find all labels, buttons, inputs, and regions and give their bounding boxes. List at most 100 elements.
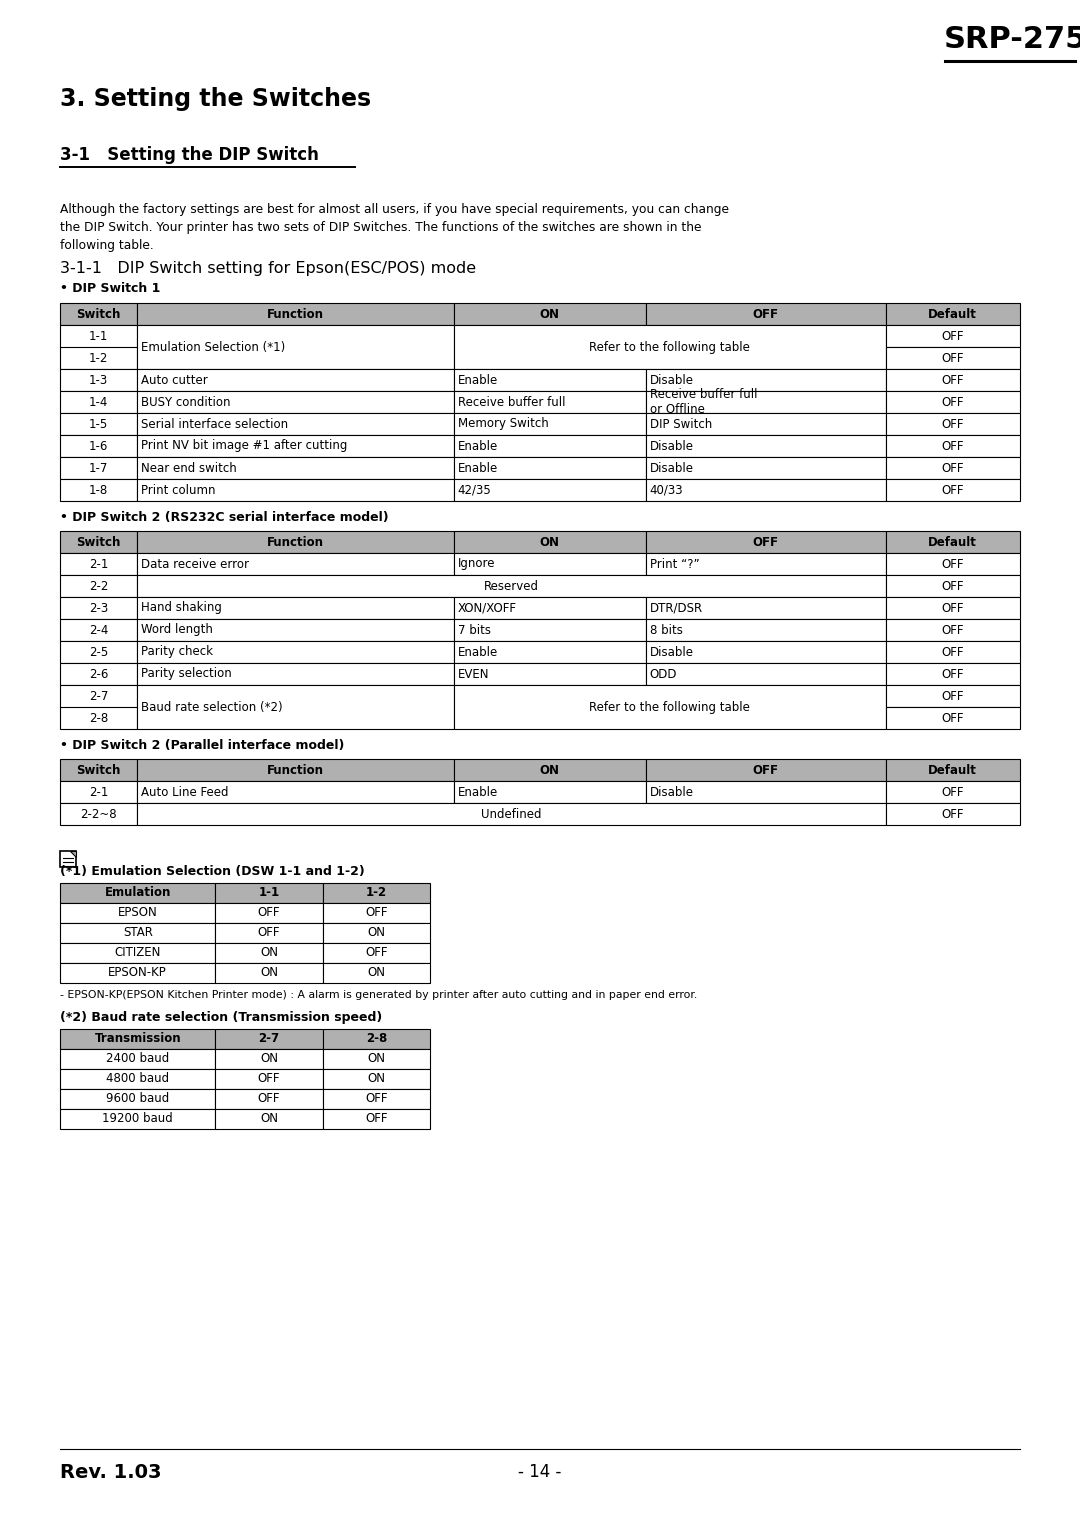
Bar [886, 553, 1020, 576]
Bar [137, 803, 886, 825]
Text: • DIP Switch 1: • DIP Switch 1 [60, 282, 160, 296]
Text: OFF: OFF [365, 947, 388, 959]
Bar [886, 759, 1020, 780]
Text: Reserved: Reserved [484, 580, 539, 592]
Text: OFF: OFF [942, 712, 964, 724]
Polygon shape [70, 851, 76, 857]
Text: OFF: OFF [942, 646, 964, 658]
Text: • DIP Switch 2 (RS232C serial interface model): • DIP Switch 2 (RS232C serial interface … [60, 510, 389, 524]
Text: Receive buffer full: Receive buffer full [458, 395, 565, 409]
Bar [60, 686, 137, 728]
Text: 1-8: 1-8 [89, 484, 108, 496]
Bar [886, 412, 1020, 435]
Text: Enable: Enable [458, 646, 498, 658]
Text: Print column: Print column [140, 484, 215, 496]
Text: Default: Default [929, 764, 977, 777]
Bar [886, 325, 1020, 347]
Bar [646, 759, 886, 780]
Text: (*1) Emulation Selection (DSW 1-1 and 1-2): (*1) Emulation Selection (DSW 1-1 and 1-… [60, 864, 365, 878]
Text: 1-5: 1-5 [89, 417, 108, 431]
Bar [886, 457, 1020, 479]
Text: 4800 baud: 4800 baud [106, 1072, 170, 1086]
Bar [886, 780, 1020, 803]
Bar [137, 576, 886, 597]
Text: OFF: OFF [258, 927, 281, 939]
Bar [646, 391, 886, 412]
Text: Near end switch: Near end switch [140, 461, 237, 475]
Bar [215, 1029, 323, 1049]
Text: OFF: OFF [942, 690, 964, 702]
Text: OFF: OFF [942, 667, 964, 681]
Text: Function: Function [267, 536, 324, 548]
Bar [646, 531, 886, 553]
Bar [886, 370, 1020, 391]
Text: Print NV bit image #1 after cutting: Print NV bit image #1 after cutting [140, 440, 347, 452]
Bar [215, 1109, 323, 1128]
Text: EPSON: EPSON [118, 907, 158, 919]
Bar [137, 686, 454, 728]
Bar [60, 370, 137, 391]
Text: • DIP Switch 2 (Parallel interface model): • DIP Switch 2 (Parallel interface model… [60, 739, 345, 751]
Text: ODD: ODD [649, 667, 677, 681]
Text: - EPSON-KP(EPSON Kitchen Printer mode) : A alarm is generated by printer after a: - EPSON-KP(EPSON Kitchen Printer mode) :… [60, 989, 698, 1000]
Bar [454, 759, 646, 780]
Bar [646, 780, 886, 803]
Bar [215, 1069, 323, 1089]
Text: (*2) Baud rate selection (Transmission speed): (*2) Baud rate selection (Transmission s… [60, 1011, 382, 1023]
Bar [60, 922, 215, 944]
Text: Function: Function [267, 307, 324, 321]
Bar [137, 759, 454, 780]
Text: ON: ON [260, 1113, 278, 1125]
Text: Transmission: Transmission [94, 1032, 181, 1046]
Text: 2-6: 2-6 [89, 667, 108, 681]
Bar [886, 479, 1020, 501]
Bar [454, 391, 646, 412]
Bar [454, 412, 646, 435]
Text: Data receive error: Data receive error [140, 557, 248, 571]
Text: DTR/DSR: DTR/DSR [649, 602, 703, 614]
Text: OFF: OFF [942, 417, 964, 431]
Text: Hand shaking: Hand shaking [140, 602, 221, 614]
Text: Parity check: Parity check [140, 646, 213, 658]
Bar [137, 370, 454, 391]
Text: ON: ON [540, 307, 559, 321]
Bar [323, 1069, 430, 1089]
Text: ON: ON [367, 967, 386, 979]
Bar [137, 618, 454, 641]
Text: OFF: OFF [258, 907, 281, 919]
Text: 2-7: 2-7 [89, 690, 108, 702]
Text: 1-3: 1-3 [89, 374, 108, 386]
Text: 2-2: 2-2 [89, 580, 108, 592]
Text: following table.: following table. [60, 238, 153, 252]
Bar [60, 1069, 215, 1089]
Bar [60, 553, 137, 576]
Text: Rev. 1.03: Rev. 1.03 [60, 1463, 162, 1481]
Text: 1-1: 1-1 [89, 330, 108, 342]
Bar [60, 851, 76, 867]
Text: OFF: OFF [942, 440, 964, 452]
Text: Ignore: Ignore [458, 557, 495, 571]
Bar [886, 391, 1020, 412]
Text: 40/33: 40/33 [649, 484, 684, 496]
Text: OFF: OFF [365, 1092, 388, 1106]
Bar [60, 663, 137, 686]
Text: Emulation: Emulation [105, 887, 171, 899]
Bar [60, 618, 137, 641]
Text: Switch: Switch [77, 764, 121, 777]
Bar [137, 457, 454, 479]
Text: Serial interface selection: Serial interface selection [140, 417, 288, 431]
Bar [60, 1109, 215, 1128]
Text: BUSY condition: BUSY condition [140, 395, 230, 409]
Text: OFF: OFF [942, 580, 964, 592]
Text: Switch: Switch [77, 307, 121, 321]
Text: 19200 baud: 19200 baud [103, 1113, 173, 1125]
Text: DIP Switch: DIP Switch [649, 417, 712, 431]
Bar [60, 325, 137, 370]
Text: OFF: OFF [258, 1092, 281, 1106]
Bar [215, 1089, 323, 1109]
Bar [646, 553, 886, 576]
Bar [60, 435, 137, 457]
Bar [646, 479, 886, 501]
Bar [60, 641, 137, 663]
Text: Default: Default [929, 536, 977, 548]
